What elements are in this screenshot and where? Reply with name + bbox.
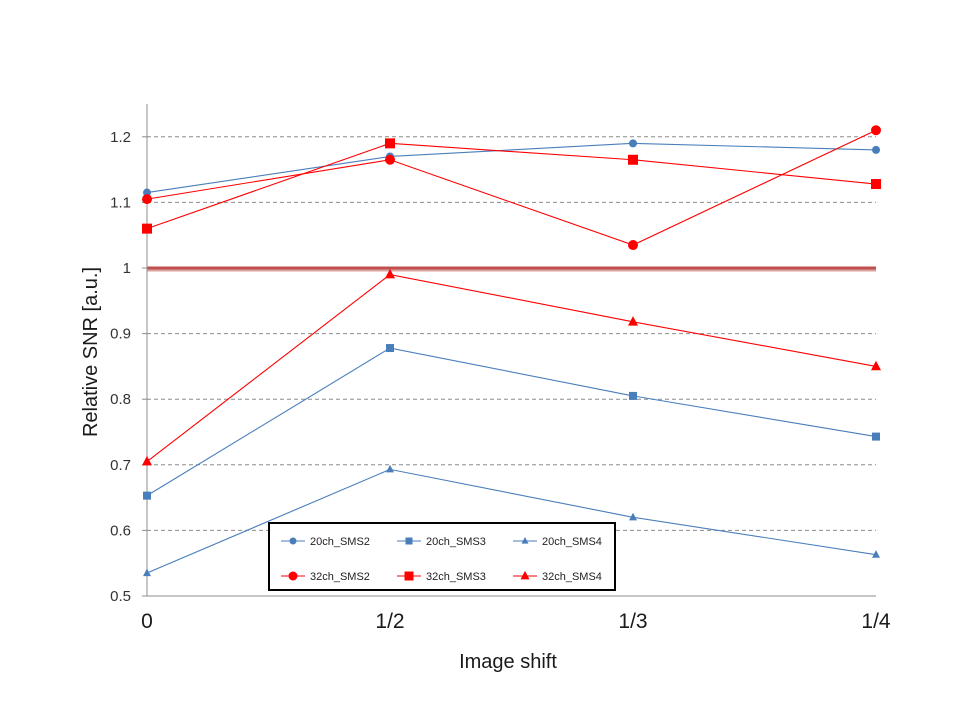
data-point xyxy=(871,125,881,136)
legend-item: 32ch_SMS4 xyxy=(513,570,602,583)
legend-label: 32ch_SMS2 xyxy=(310,571,370,583)
legend-label: 20ch_SMS4 xyxy=(542,536,602,548)
legend-label: 20ch_SMS2 xyxy=(310,536,370,548)
data-point xyxy=(143,491,151,500)
legend-item: 20ch_SMS4 xyxy=(513,536,602,548)
y-tick-label: 0.6 xyxy=(110,522,131,539)
y-tick-label: 1.2 xyxy=(110,129,131,146)
x-tick-label: 1/2 xyxy=(375,610,404,633)
data-point xyxy=(386,464,394,473)
data-point xyxy=(143,568,151,577)
data-point xyxy=(871,360,881,371)
data-point xyxy=(142,455,152,466)
legend-item: 20ch_SMS3 xyxy=(397,536,486,548)
data-point xyxy=(386,344,394,353)
data-point xyxy=(142,194,152,205)
gridlines xyxy=(147,136,876,531)
y-tick-label: 0.7 xyxy=(110,457,131,474)
data-point xyxy=(872,145,880,154)
legend-swatch-marker xyxy=(289,537,297,545)
series-line xyxy=(146,273,877,462)
series-20ch_SMS3 xyxy=(143,344,880,500)
legend-swatch-marker xyxy=(404,571,414,581)
x-tick-label: 1/3 xyxy=(618,610,647,633)
legend-swatch-marker xyxy=(521,537,529,544)
series-20ch_SMS2 xyxy=(143,139,880,197)
data-point xyxy=(385,154,395,165)
data-point xyxy=(385,268,395,279)
data-point xyxy=(385,138,395,149)
y-tick-label: 1.1 xyxy=(110,194,131,211)
legend-label: 20ch_SMS3 xyxy=(426,536,486,548)
data-point xyxy=(628,316,638,326)
y-tick-label: 0.5 xyxy=(110,588,131,605)
series-line xyxy=(146,142,877,230)
series-line xyxy=(146,468,877,574)
legend-item: 20ch_SMS2 xyxy=(281,536,370,548)
data-point xyxy=(628,240,638,251)
legend-label: 32ch_SMS3 xyxy=(426,571,486,583)
data-point xyxy=(872,550,880,558)
legend: 20ch_SMS2 20ch_SMS3 20ch_SMS4 32ch_SMS2 32ch… xyxy=(268,522,616,591)
series-32ch_SMS4 xyxy=(142,268,881,466)
reference-line-layer xyxy=(147,266,876,272)
x-axis-title: Image shift xyxy=(459,651,557,673)
x-tick-label: 0 xyxy=(141,610,153,633)
legend-swatch-marker xyxy=(405,537,413,545)
legend-item: 32ch_SMS3 xyxy=(397,571,486,583)
series-line xyxy=(146,142,877,194)
y-tick-label: 1 xyxy=(123,260,131,277)
y-axis-title: Relative SNR [a.u.] xyxy=(80,267,102,437)
legend-swatch-marker xyxy=(288,571,298,581)
series-20ch_SMS4 xyxy=(143,464,880,577)
data-point xyxy=(872,432,880,441)
data-point xyxy=(629,512,637,521)
series-line xyxy=(146,129,877,246)
series-32ch_SMS2 xyxy=(142,125,881,251)
legend-label: 32ch_SMS4 xyxy=(542,571,602,583)
legend-box xyxy=(268,522,616,591)
data-point xyxy=(629,139,637,148)
x-tick-label: 1/4 xyxy=(861,610,891,633)
data-point xyxy=(871,179,881,190)
series-32ch_SMS3 xyxy=(142,138,881,234)
data-point xyxy=(629,391,637,400)
series-layer xyxy=(142,125,881,577)
y-tick-label: 0.8 xyxy=(110,391,131,408)
data-point xyxy=(628,154,638,165)
series-line xyxy=(146,347,877,497)
legend-item: 32ch_SMS2 xyxy=(281,571,370,583)
axes: 0.5 0.6 0.7 0.8 0.9 1 1.1 1.2 0 1/2 1/3 1/4 xyxy=(110,104,891,633)
data-point xyxy=(142,223,152,234)
legend-swatch-marker xyxy=(520,570,530,580)
y-tick-label: 0.9 xyxy=(110,326,131,343)
